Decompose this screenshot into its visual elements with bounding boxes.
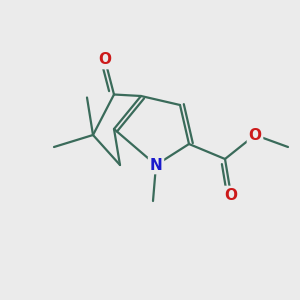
Text: O: O [248,128,262,142]
Text: O: O [98,52,112,68]
Text: O: O [224,188,238,202]
Text: N: N [150,158,162,172]
